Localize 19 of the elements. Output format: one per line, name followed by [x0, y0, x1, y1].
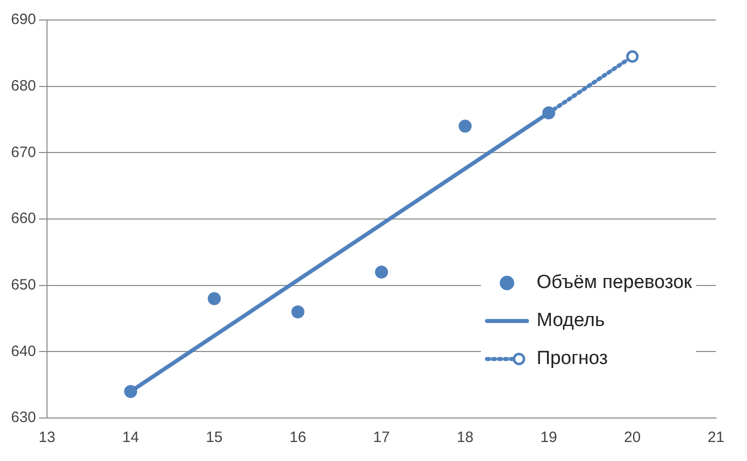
x-tick-label: 17: [373, 429, 390, 446]
x-tick-label: 19: [540, 429, 558, 446]
x-tick-label: 21: [708, 429, 724, 446]
legend-label: Прогноз: [536, 348, 608, 370]
y-tick-label: 630: [10, 409, 36, 426]
legend-label: Объём перевозок: [536, 272, 692, 294]
x-tick-label: 15: [206, 429, 223, 446]
x-tick-label: 20: [624, 429, 641, 446]
legend-label: Модель: [536, 310, 605, 332]
y-tick-label: 650: [10, 276, 36, 294]
y-tick-label: 640: [10, 342, 36, 360]
x-tick-label: 13: [38, 429, 56, 446]
y-tick-label: 680: [10, 77, 36, 94]
x-tick-label: 14: [122, 429, 139, 446]
x-tick-label: 16: [290, 429, 306, 446]
y-tick-label: 690: [10, 11, 36, 28]
y-tick-label: 660: [10, 210, 36, 228]
x-tick-label: 18: [456, 429, 474, 446]
y-tick-label: 670: [10, 144, 36, 161]
